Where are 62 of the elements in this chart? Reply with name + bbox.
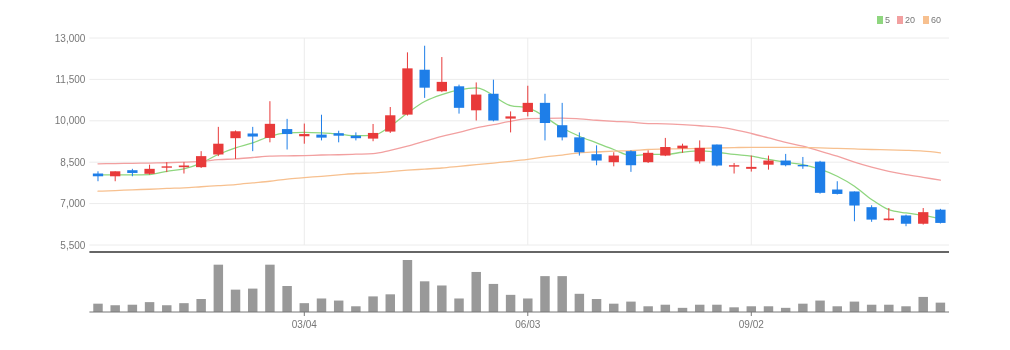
candlestick [264,100,276,143]
bar [918,296,928,312]
bar [557,276,567,312]
bar [316,298,327,312]
y-tick-label: 8,500 [60,156,86,168]
legend-label: 5 [885,15,891,26]
bar [419,281,430,312]
legend-label: 20 [905,15,916,26]
candlestick [436,56,447,93]
candlestick [281,118,293,150]
candlestick [385,106,396,134]
bar [815,300,825,312]
candlestick [694,139,705,165]
bar [385,294,395,312]
bar [230,289,241,312]
bar [488,283,499,312]
bar [213,264,224,312]
bar [471,271,481,312]
x-tick-label: 03/04 [291,319,318,330]
y-tick-label: 13,000 [54,32,86,44]
candlestick [471,81,482,122]
legend-label: 60 [931,15,942,26]
candlestick [230,129,241,160]
candlestick [539,93,551,141]
candlestick [213,126,224,157]
candlestick [247,126,258,152]
candlestick [849,190,860,222]
bar [729,307,739,312]
candlestick [591,144,602,166]
candlestick [316,114,327,141]
bar [196,299,206,312]
candlestick [367,123,379,142]
y-tick-label: 11,500 [55,73,86,85]
bar [368,296,378,312]
bar [351,306,361,312]
candlestick [728,162,740,175]
bar [454,298,464,312]
bar [402,260,413,312]
y-tick-label: 10,000 [54,115,86,127]
candlestick [453,84,465,115]
bar [265,264,275,312]
candlestick [505,110,516,133]
bar [282,286,292,312]
bar [248,288,258,312]
bar [523,298,533,312]
candlestick [574,131,585,157]
candlestick [557,102,568,141]
bar [626,301,636,312]
bar [901,306,911,312]
bar [643,306,653,312]
bar [437,285,447,312]
bar [179,303,189,312]
candlestick [419,45,430,99]
y-tick-label: 5,500 [60,239,86,251]
x-tick-label: 09/02 [738,319,765,330]
x-tick-label: 06/03 [515,319,541,330]
candlestick [625,149,637,173]
line-series [97,117,942,181]
bar [540,276,550,312]
y-tick-label: 7,000 [60,198,86,210]
candlestick [522,85,533,117]
bar [110,305,120,312]
